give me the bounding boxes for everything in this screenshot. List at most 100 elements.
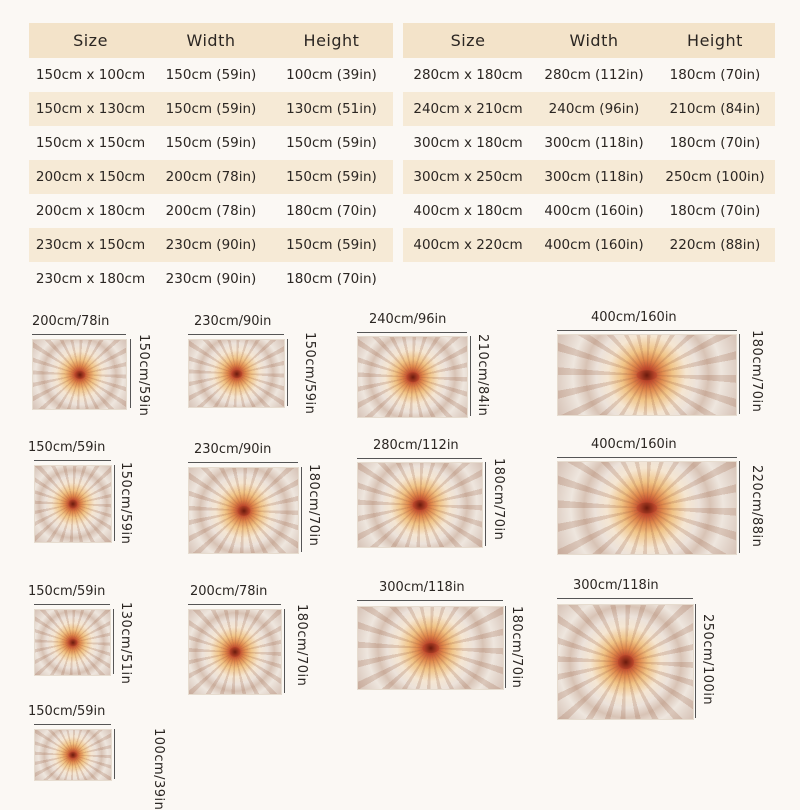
cell-height: 150cm (59in) xyxy=(286,135,377,151)
table-row: 400cm x 180cm 400cm (160in) 180cm (70in) xyxy=(403,194,775,228)
height-label: 180cm/70in xyxy=(749,330,764,413)
cell-width: 230cm (90in) xyxy=(152,228,270,262)
cell-width: 150cm (59in) xyxy=(165,135,257,151)
width-label: 230cm/90in xyxy=(194,442,272,457)
width-label: 150cm/59in xyxy=(28,584,106,599)
preview-card: 150cm/59in 100cm/39in xyxy=(28,702,166,810)
preview-card: 200cm/78in 180cm/70in xyxy=(186,582,336,697)
cell-height: 130cm (51in) xyxy=(270,92,393,126)
cell-size: 150cm x 100cm xyxy=(35,67,146,83)
table-row: 240cm x 210cm 240cm (96in) 210cm (84in) xyxy=(403,92,775,126)
mandala-image xyxy=(34,465,112,543)
height-label: 180cm/70in xyxy=(294,604,309,687)
mandala-image xyxy=(357,606,504,690)
cell-size: 280cm x 180cm xyxy=(413,67,523,83)
preview-card: 240cm/96in 210cm/84in xyxy=(355,312,500,432)
cell-size: 240cm x 210cm xyxy=(403,92,533,126)
preview-card: 300cm/118in 250cm/100in xyxy=(555,578,730,723)
width-dimension-line xyxy=(34,460,111,461)
table-row: 300cm x 180cm 300cm (118in) 180cm (70in) xyxy=(403,126,775,160)
mandala-image xyxy=(188,467,299,554)
height-dimension-line xyxy=(113,609,114,674)
width-dimension-line xyxy=(188,604,281,605)
table-header-row: Size Width Height xyxy=(403,23,775,58)
preview-card: 150cm/59in 150cm/59in xyxy=(28,438,138,548)
header-height: Height xyxy=(270,23,393,58)
width-dimension-line xyxy=(357,332,467,333)
header-height: Height xyxy=(655,23,775,58)
height-dimension-line xyxy=(485,462,486,546)
cell-height: 220cm (88in) xyxy=(655,228,775,262)
width-dimension-line xyxy=(557,330,737,331)
width-label: 300cm/118in xyxy=(573,578,659,593)
cell-height: 180cm (70in) xyxy=(669,203,761,219)
width-dimension-line xyxy=(188,462,298,463)
header-width: Width xyxy=(533,23,655,58)
table-row: 200cm x 180cm 200cm (78in) 180cm (70in) xyxy=(29,194,393,228)
height-dimension-line xyxy=(114,465,115,541)
cell-size: 300cm x 180cm xyxy=(413,135,523,151)
table-row: 230cm x 180cm 230cm (90in) 180cm (70in) xyxy=(29,262,393,296)
cell-height: 180cm (70in) xyxy=(286,203,377,219)
cell-size: 200cm x 150cm xyxy=(29,160,152,194)
height-label: 100cm/39in xyxy=(151,728,166,810)
cell-width: 150cm (59in) xyxy=(152,92,270,126)
cell-size: 150cm x 150cm xyxy=(35,135,146,151)
height-label: 180cm/70in xyxy=(306,464,321,547)
height-dimension-line xyxy=(130,339,131,408)
height-dimension-line xyxy=(739,461,740,553)
cell-height: 180cm (70in) xyxy=(669,67,761,83)
cell-width: 280cm (112in) xyxy=(544,67,644,83)
cell-height: 150cm (59in) xyxy=(270,228,393,262)
mandala-image xyxy=(557,604,694,720)
cell-width: 300cm (118in) xyxy=(533,160,655,194)
cell-size: 400cm x 180cm xyxy=(413,203,523,219)
cell-size: 230cm x 150cm xyxy=(29,228,152,262)
mandala-image xyxy=(34,609,111,676)
cell-width: 230cm (90in) xyxy=(165,271,257,287)
width-label: 150cm/59in xyxy=(28,440,106,455)
width-dimension-line xyxy=(557,598,693,599)
height-label: 150cm/59in xyxy=(302,332,317,415)
table-row: 150cm x 130cm 150cm (59in) 130cm (51in) xyxy=(29,92,393,126)
width-dimension-line xyxy=(357,600,503,601)
mandala-image xyxy=(32,339,127,410)
cell-width: 400cm (160in) xyxy=(533,228,655,262)
width-label: 300cm/118in xyxy=(379,580,465,595)
header-size: Size xyxy=(29,23,152,58)
cell-width: 240cm (96in) xyxy=(533,92,655,126)
height-dimension-line xyxy=(287,339,288,406)
width-label: 400cm/160in xyxy=(591,310,677,325)
header-width: Width xyxy=(152,23,270,58)
size-table-left: Size Width Height 150cm x 100cm 150cm (59… xyxy=(29,23,393,296)
table-row: 150cm x 150cm 150cm (59in) 150cm (59in) xyxy=(29,126,393,160)
height-label: 150cm/59in xyxy=(136,334,151,417)
height-dimension-line xyxy=(284,609,285,693)
width-dimension-line xyxy=(357,458,482,459)
width-label: 240cm/96in xyxy=(369,312,447,327)
height-label: 220cm/88in xyxy=(749,465,764,548)
cell-height: 180cm (70in) xyxy=(286,271,377,287)
mandala-image xyxy=(357,336,468,418)
mandala-image xyxy=(34,729,112,781)
header-size: Size xyxy=(403,23,533,58)
height-dimension-line xyxy=(470,336,471,416)
cell-height: 100cm (39in) xyxy=(286,67,377,83)
preview-card: 230cm/90in 150cm/59in xyxy=(186,312,331,422)
preview-card: 300cm/118in 180cm/70in xyxy=(355,580,530,695)
height-dimension-line xyxy=(114,729,115,779)
width-label: 280cm/112in xyxy=(373,438,459,453)
width-dimension-line xyxy=(32,334,126,335)
cell-width: 150cm (59in) xyxy=(165,67,257,83)
width-label: 200cm/78in xyxy=(190,584,268,599)
cell-size: 400cm x 220cm xyxy=(403,228,533,262)
table-row: 230cm x 150cm 230cm (90in) 150cm (59in) xyxy=(29,228,393,262)
width-label: 200cm/78in xyxy=(32,314,110,329)
height-label: 180cm/70in xyxy=(491,458,506,541)
mandala-image xyxy=(357,462,483,548)
width-dimension-line xyxy=(34,604,110,605)
cell-height: 150cm (59in) xyxy=(270,160,393,194)
cell-width: 300cm (118in) xyxy=(544,135,644,151)
width-label: 150cm/59in xyxy=(28,704,106,719)
cell-width: 200cm (78in) xyxy=(165,203,257,219)
